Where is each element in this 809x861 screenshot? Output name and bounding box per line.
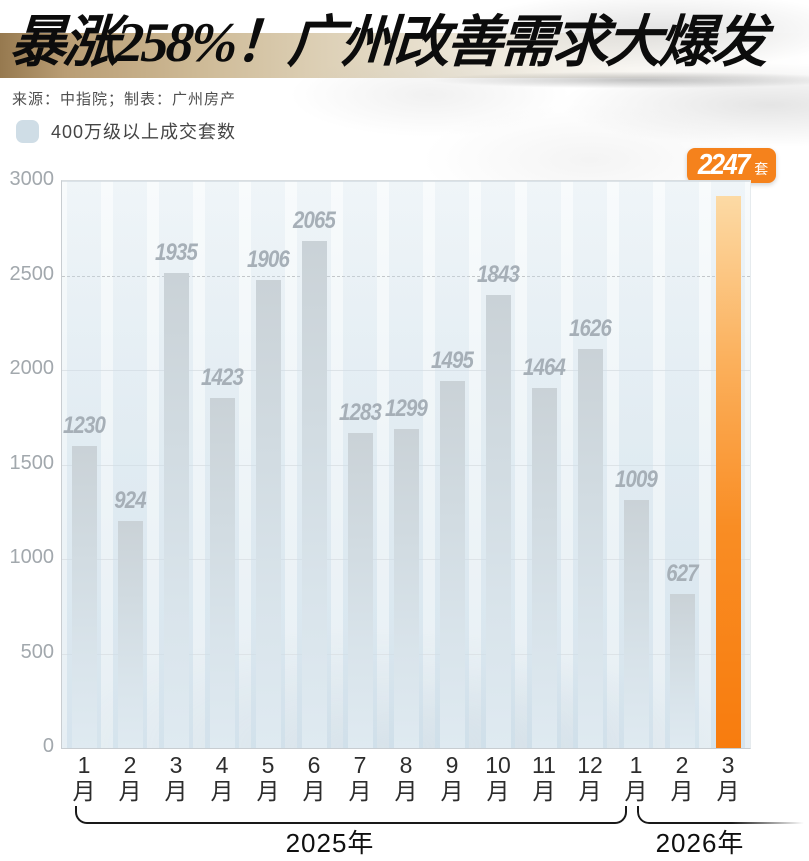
bar <box>577 348 603 748</box>
bar <box>439 380 465 748</box>
bar-value-label: 1906 <box>247 245 290 273</box>
bar <box>531 388 557 748</box>
bar <box>347 432 373 748</box>
bar-value-label: 627 <box>666 559 698 587</box>
y-tick-label: 2500 <box>9 262 55 285</box>
bar <box>255 279 281 748</box>
bar-value-label: 924 <box>114 486 146 514</box>
bar-value-label: 1495 <box>431 346 474 374</box>
badge-value: 2247 <box>697 149 751 181</box>
year-bracket-2026 <box>637 806 809 824</box>
highlight-value-badge: 2247 套 <box>687 148 776 183</box>
y-tick-label: 500 <box>20 640 54 663</box>
page-title: 暴涨258%！广州改善需求大爆发 <box>8 12 767 74</box>
legend-label: 400万级以上成交套数 <box>51 122 237 142</box>
bar <box>485 295 511 748</box>
bar-value-label: 1464 <box>523 354 566 382</box>
bar-value-label: 1283 <box>339 398 382 426</box>
bar-value-label: 1009 <box>615 466 658 494</box>
year-label-2025: 2025年 <box>285 828 375 858</box>
title-band <box>0 33 809 78</box>
bar-value-label: 1843 <box>477 261 520 289</box>
bar-value-label: 1626 <box>569 314 612 342</box>
y-tick-label: 1500 <box>9 451 55 474</box>
legend: 400万级以上成交套数 <box>16 118 236 144</box>
bar-value-label: 1299 <box>385 394 428 422</box>
y-tick-label: 0 <box>42 735 54 757</box>
source-credit: 来源：中指院；制表：广州房产 <box>12 91 237 108</box>
bar <box>163 272 189 748</box>
y-tick-label: 2000 <box>9 357 55 379</box>
bar <box>393 428 419 748</box>
year-bracket-2025 <box>75 806 627 824</box>
plot-area: 1230 1 月 924 2 月 1935 3 月 1423 4 月 1906 5 月 2065 6 月 1283 7… <box>61 180 751 804</box>
year-label-2026: 2026年 <box>655 828 745 858</box>
bar-value-label: 2065 <box>293 206 336 234</box>
x-tick-label: 12 月 <box>577 752 603 804</box>
bar <box>209 398 235 748</box>
bar <box>117 520 143 748</box>
bar-value-label: 1423 <box>201 364 244 392</box>
y-tick-label: 3000 <box>9 168 55 190</box>
bar <box>715 195 741 748</box>
bar <box>623 500 649 748</box>
bar <box>71 445 97 748</box>
badge-unit: 套 <box>754 161 769 177</box>
y-axis: 0 500 1000 1500 2000 2500 3000 <box>0 168 55 757</box>
bar <box>301 240 327 748</box>
y-tick-label: 1000 <box>9 546 55 568</box>
corner-shadow <box>0 28 84 86</box>
x-tick-label: 11 月 <box>532 752 556 804</box>
bar <box>669 593 695 748</box>
bar-value-label: 1935 <box>155 238 198 266</box>
legend-swatch-icon <box>16 119 39 143</box>
x-tick-label: 10 月 <box>485 752 511 804</box>
bar-value-label: 1230 <box>63 411 106 439</box>
